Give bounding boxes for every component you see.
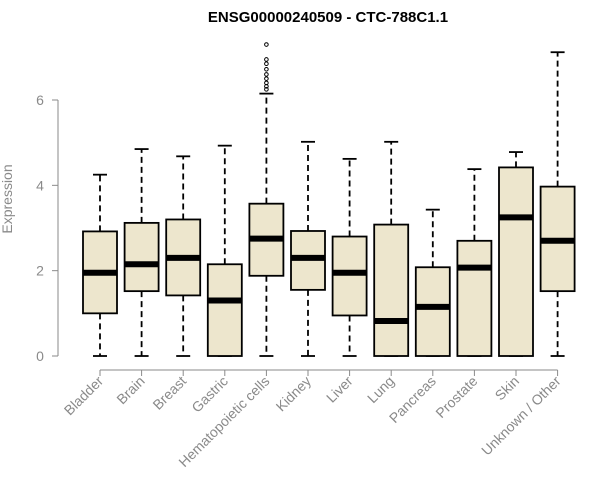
x-tick-label: Liver — [323, 373, 356, 406]
outlier-point — [264, 61, 269, 67]
y-axis: 0 2 4 6 — [36, 92, 59, 364]
box-group-hematopoietic-cells — [248, 42, 285, 357]
iqr-box — [206, 263, 243, 357]
outlier-point — [264, 42, 269, 47]
x-tick-label: Unknown / Other — [478, 373, 564, 459]
outlier-point — [264, 76, 269, 81]
y-tick-label: 0 — [36, 348, 44, 364]
outlier-point — [264, 80, 269, 86]
box-group-breast — [165, 155, 202, 357]
outlier-point — [264, 66, 269, 72]
box-group-bladder — [82, 173, 118, 357]
box-group-brain — [123, 148, 160, 357]
iqr-box — [123, 221, 160, 293]
chart-title: ENSG00000240509 - CTC-788C1.1 — [208, 9, 448, 26]
box-group-unknown-other — [539, 51, 576, 357]
box-group-liver — [331, 157, 368, 357]
iqr-box — [331, 235, 368, 317]
x-tick-label: Kidney — [273, 373, 315, 415]
box-group-lung — [373, 140, 410, 357]
iqr-box — [373, 223, 410, 357]
plot-area — [82, 42, 576, 357]
box-group-skin — [498, 151, 534, 357]
iqr-box — [456, 239, 493, 357]
y-tick-label: 4 — [36, 177, 44, 193]
y-axis-label: Expression — [0, 164, 15, 233]
outlier-point — [264, 87, 269, 92]
y-tick-label: 6 — [36, 92, 44, 108]
x-tick-label: Breast — [149, 373, 189, 413]
outlier-point — [264, 57, 269, 62]
box-group-kidney — [290, 140, 326, 357]
x-tick-label: Prostate — [432, 373, 480, 421]
x-tick-label: Skin — [492, 373, 523, 404]
x-tick-label: Lung — [364, 373, 397, 406]
box-group-prostate — [456, 168, 493, 357]
x-tick-label: Brain — [113, 373, 147, 407]
outlier-point — [264, 72, 269, 77]
box-group-pancreas — [414, 208, 451, 357]
box-group-gastric — [206, 144, 243, 357]
y-tick-label: 2 — [36, 263, 44, 279]
x-tick-label: Bladder — [61, 373, 107, 419]
iqr-box — [498, 166, 534, 357]
iqr-box — [414, 266, 451, 357]
